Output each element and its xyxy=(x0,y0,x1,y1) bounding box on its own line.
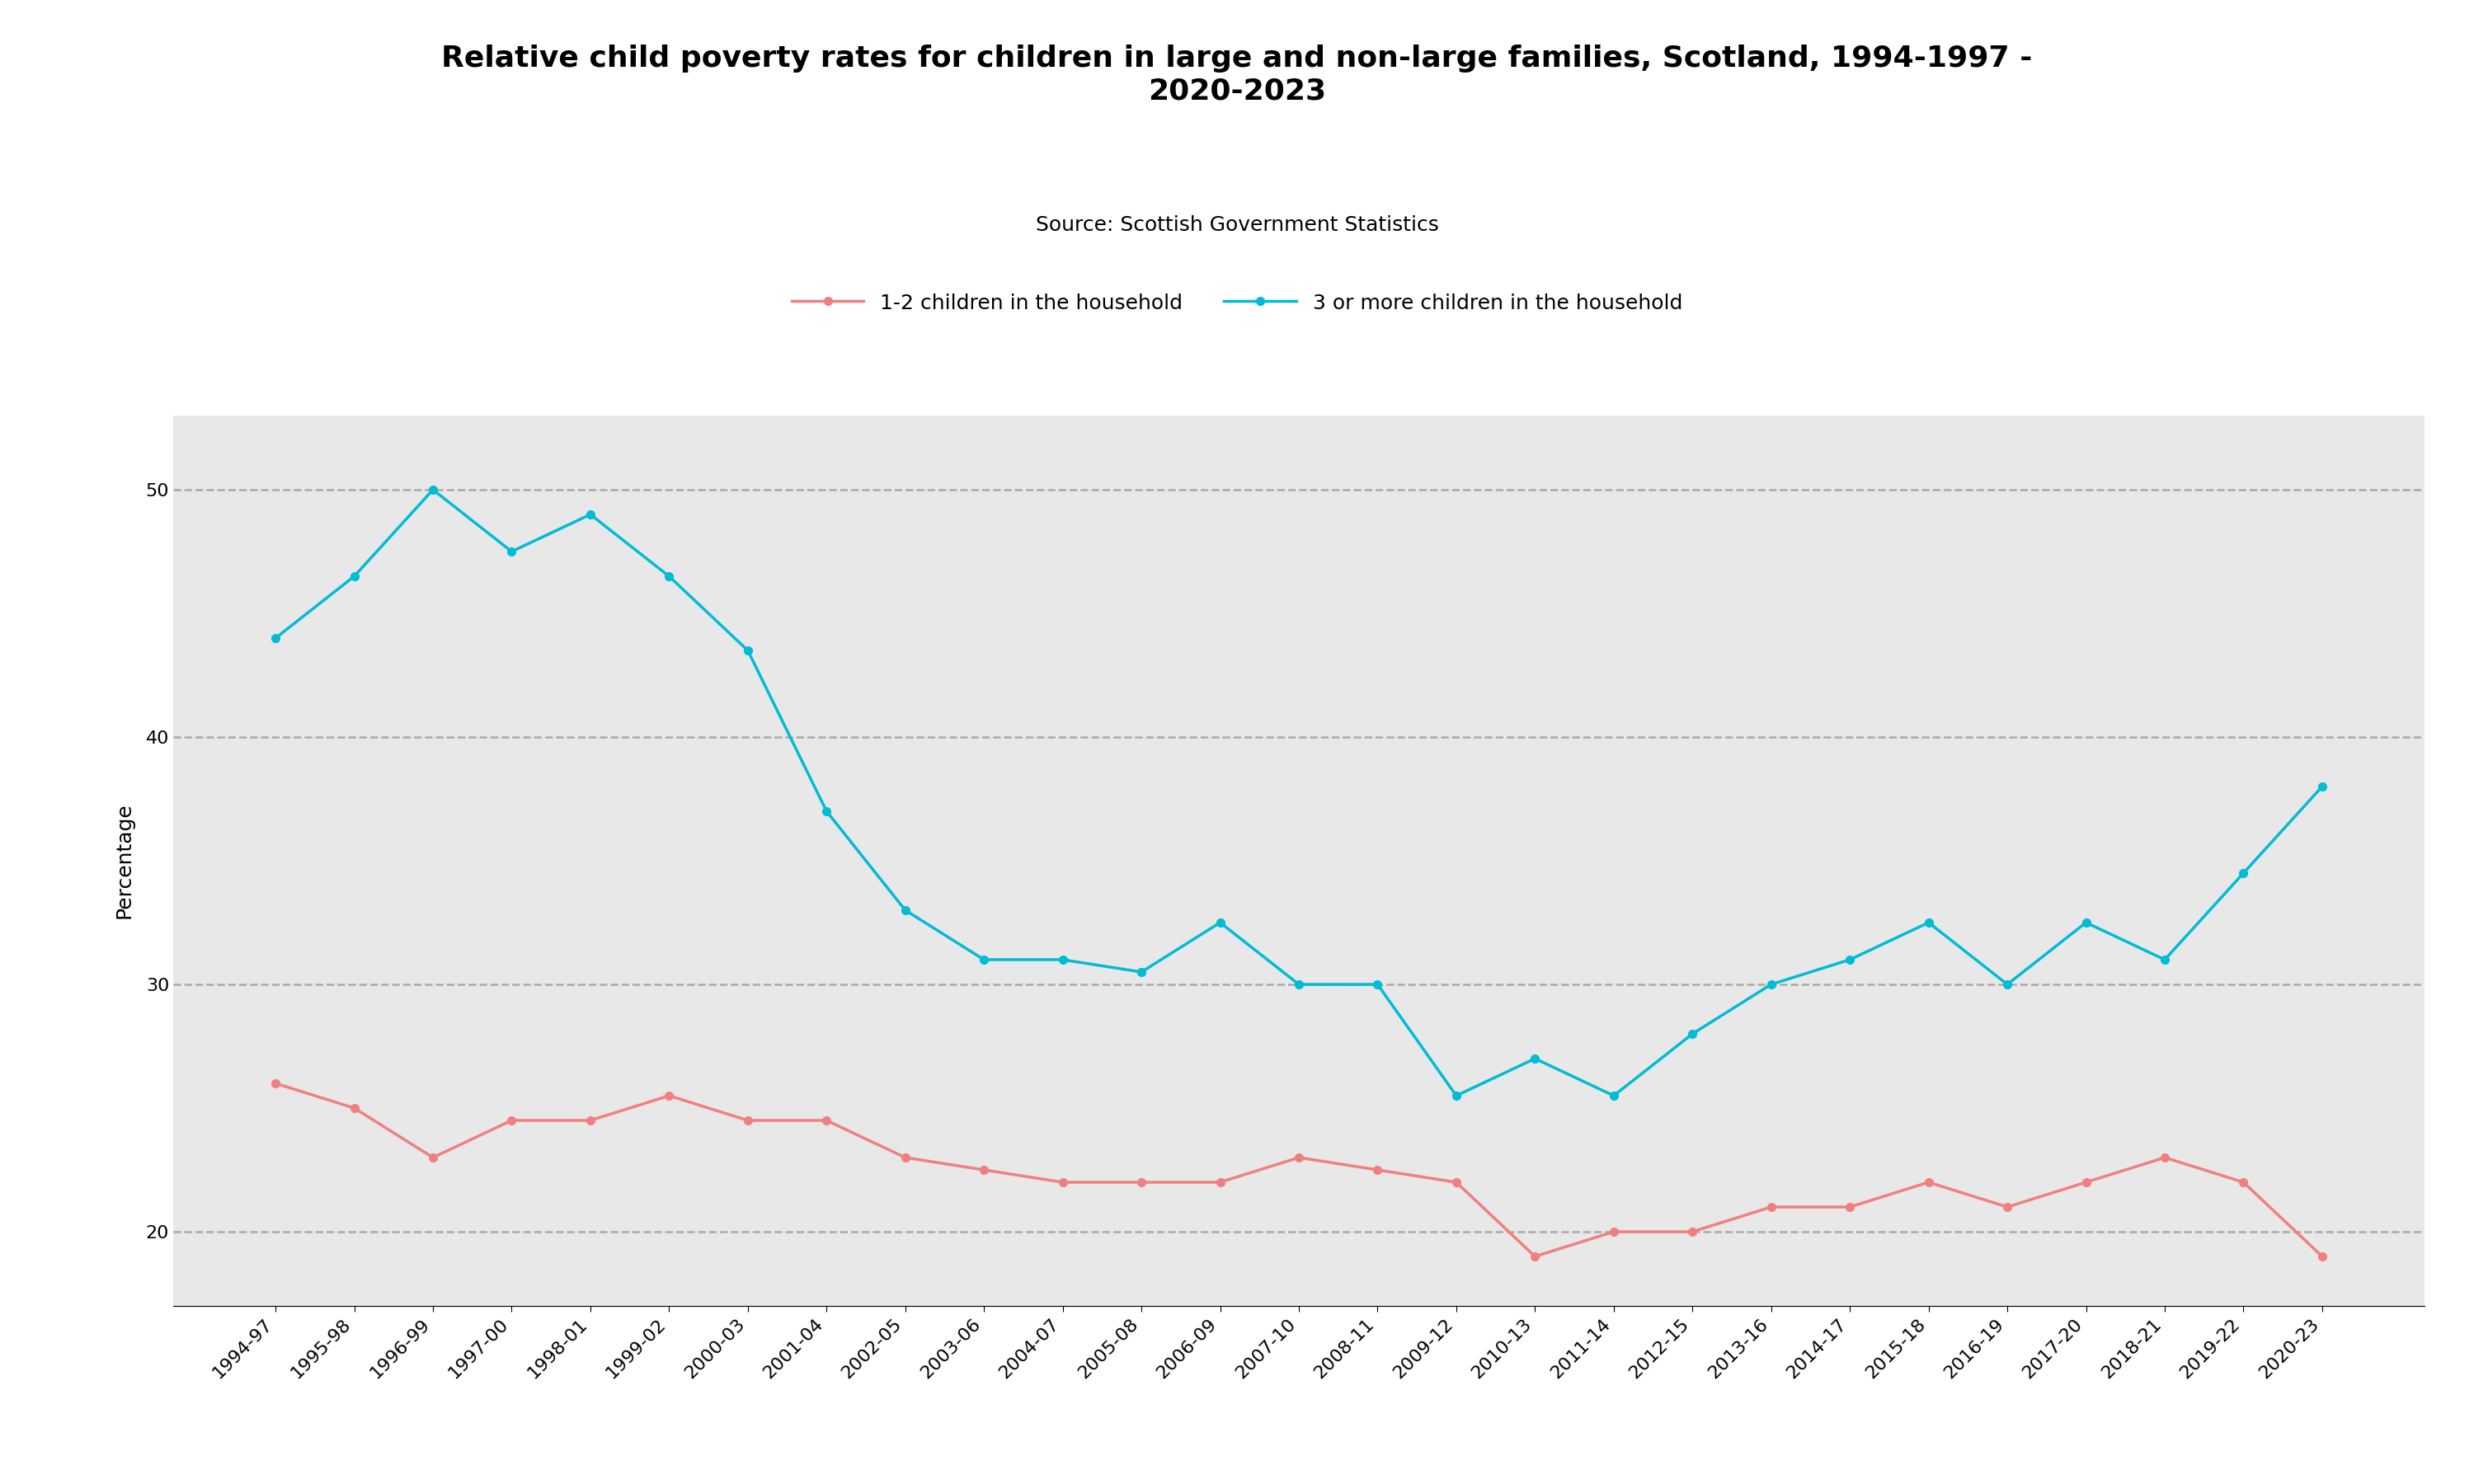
Line: 3 or more children in the household: 3 or more children in the household xyxy=(272,485,2326,1100)
1-2 children in the household xyxy=(418,1149,448,1166)
Y-axis label: Percentage: Percentage xyxy=(114,803,134,919)
1-2 children in the household xyxy=(1049,1174,1079,1192)
3 or more children in the household xyxy=(1049,951,1079,969)
3 or more children in the household xyxy=(970,951,999,969)
3 or more children in the household xyxy=(1992,975,2021,993)
3 or more children in the household xyxy=(1126,963,1155,981)
Line: 1-2 children in the household: 1-2 children in the household xyxy=(272,1079,2326,1260)
1-2 children in the household xyxy=(1126,1174,1155,1192)
1-2 children in the household xyxy=(339,1100,369,1117)
3 or more children in the household xyxy=(1205,914,1235,932)
3 or more children in the household xyxy=(1757,975,1786,993)
3 or more children in the household xyxy=(576,506,606,524)
Text: Source: Scottish Government Statistics: Source: Scottish Government Statistics xyxy=(1037,215,1437,234)
1-2 children in the household xyxy=(1677,1223,1707,1241)
3 or more children in the household xyxy=(1915,914,1945,932)
3 or more children in the household xyxy=(653,567,683,585)
3 or more children in the household xyxy=(2308,778,2338,795)
1-2 children in the household xyxy=(653,1086,683,1104)
3 or more children in the household xyxy=(732,641,762,659)
3 or more children in the household xyxy=(1442,1086,1472,1104)
1-2 children in the household xyxy=(576,1112,606,1129)
3 or more children in the household xyxy=(497,543,527,561)
1-2 children in the household xyxy=(497,1112,527,1129)
1-2 children in the household xyxy=(2150,1149,2180,1166)
1-2 children in the household xyxy=(1442,1174,1472,1192)
3 or more children in the household xyxy=(1598,1086,1628,1104)
3 or more children in the household xyxy=(418,481,448,499)
1-2 children in the household xyxy=(1836,1198,1865,1215)
1-2 children in the household xyxy=(970,1160,999,1178)
1-2 children in the household xyxy=(260,1074,289,1092)
1-2 children in the household xyxy=(1205,1174,1235,1192)
1-2 children in the household xyxy=(1363,1160,1393,1178)
1-2 children in the household xyxy=(891,1149,920,1166)
1-2 children in the household xyxy=(2071,1174,2100,1192)
3 or more children in the household xyxy=(1363,975,1393,993)
3 or more children in the household xyxy=(2150,951,2180,969)
3 or more children in the household xyxy=(811,803,841,821)
1-2 children in the household xyxy=(2308,1248,2338,1266)
3 or more children in the household xyxy=(2229,864,2259,881)
3 or more children in the household xyxy=(1284,975,1314,993)
1-2 children in the household xyxy=(2229,1174,2259,1192)
3 or more children in the household xyxy=(1836,951,1865,969)
1-2 children in the household xyxy=(1915,1174,1945,1192)
1-2 children in the household xyxy=(1598,1223,1628,1241)
1-2 children in the household xyxy=(1757,1198,1786,1215)
Legend: 1-2 children in the household, 3 or more children in the household: 1-2 children in the household, 3 or more… xyxy=(784,285,1690,322)
Text: Relative child poverty rates for children in large and non-large families, Scotl: Relative child poverty rates for childre… xyxy=(440,45,2034,105)
3 or more children in the household xyxy=(1519,1049,1549,1067)
3 or more children in the household xyxy=(260,629,289,647)
3 or more children in the household xyxy=(2071,914,2100,932)
1-2 children in the household xyxy=(811,1112,841,1129)
1-2 children in the household xyxy=(732,1112,762,1129)
1-2 children in the household xyxy=(1519,1248,1549,1266)
1-2 children in the household xyxy=(1992,1198,2021,1215)
3 or more children in the household xyxy=(1677,1025,1707,1043)
3 or more children in the household xyxy=(339,567,369,585)
3 or more children in the household xyxy=(891,901,920,919)
1-2 children in the household xyxy=(1284,1149,1314,1166)
